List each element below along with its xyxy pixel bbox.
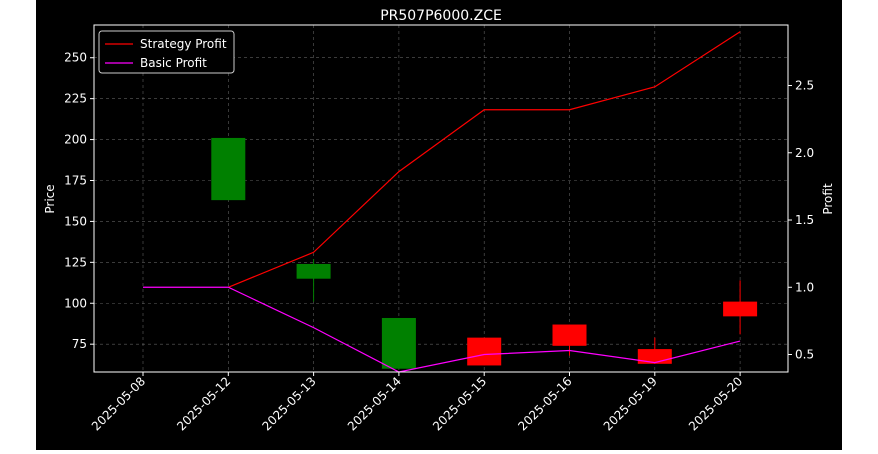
y2-axis-ticks: 0.5 1.0 1.5 2.0 2.5 xyxy=(788,79,814,362)
x-axis-ticks: 2025-05-08 2025-05-12 2025-05-13 2025-05-14… xyxy=(89,372,745,433)
strategy-profit-line xyxy=(228,31,741,288)
x-tick-label: 2025-05-16 xyxy=(515,374,574,433)
x-tick-label: 2025-05-12 xyxy=(174,374,233,433)
y-tick-label: 150 xyxy=(64,214,87,228)
y-tick-label: 75 xyxy=(72,337,87,351)
y-tick-label: 125 xyxy=(64,255,87,269)
y-tick-label: 250 xyxy=(64,51,87,65)
y2-axis-label: Profit xyxy=(821,183,835,215)
y-axis-label: Price xyxy=(43,184,57,213)
x-tick-label: 2025-05-15 xyxy=(430,374,489,433)
y2-tick-label: 1.0 xyxy=(795,280,814,294)
x-tick-label: 2025-05-14 xyxy=(345,374,404,433)
candle-body xyxy=(467,337,502,366)
x-tick-label: 2025-05-08 xyxy=(89,374,148,433)
legend-label-basic: Basic Profit xyxy=(140,56,207,70)
grid-lines xyxy=(94,25,788,372)
candles xyxy=(211,137,758,369)
y2-tick-label: 2.5 xyxy=(795,79,814,93)
chart-title: PR507P6000.ZCE xyxy=(380,8,502,24)
x-tick-label: 2025-05-13 xyxy=(260,374,319,433)
y-tick-label: 100 xyxy=(64,296,87,310)
y2-tick-label: 2.0 xyxy=(795,146,814,160)
candle-body xyxy=(381,317,416,369)
plot-frame xyxy=(93,24,789,373)
candle-body xyxy=(637,349,672,364)
legend: Strategy Profit Basic Profit xyxy=(98,30,235,74)
y2-tick-label: 1.5 xyxy=(795,213,814,227)
x-tick-label: 2025-05-20 xyxy=(686,374,745,433)
y-tick-label: 225 xyxy=(64,92,87,106)
candle-body xyxy=(211,137,246,201)
y2-tick-label: 0.5 xyxy=(795,348,814,362)
y-axis-ticks: 75 100 125 150 175 200 225 250 xyxy=(64,51,94,351)
candle-body xyxy=(552,324,587,346)
y-tick-label: 175 xyxy=(64,173,87,187)
basic-profit-line xyxy=(143,286,741,373)
candle-body xyxy=(723,301,758,317)
candle-body xyxy=(296,263,331,279)
profit-lines xyxy=(143,31,741,373)
x-tick-label: 2025-05-19 xyxy=(601,374,660,433)
chart-figure: PR507P6000.ZCE 75 100 125 150 175 200 225 250 0… xyxy=(36,0,842,450)
legend-label-strategy: Strategy Profit xyxy=(140,37,227,51)
y-tick-label: 200 xyxy=(64,133,87,147)
candlestick-chart: PR507P6000.ZCE 75 100 125 150 175 200 225 250 0… xyxy=(43,8,835,433)
